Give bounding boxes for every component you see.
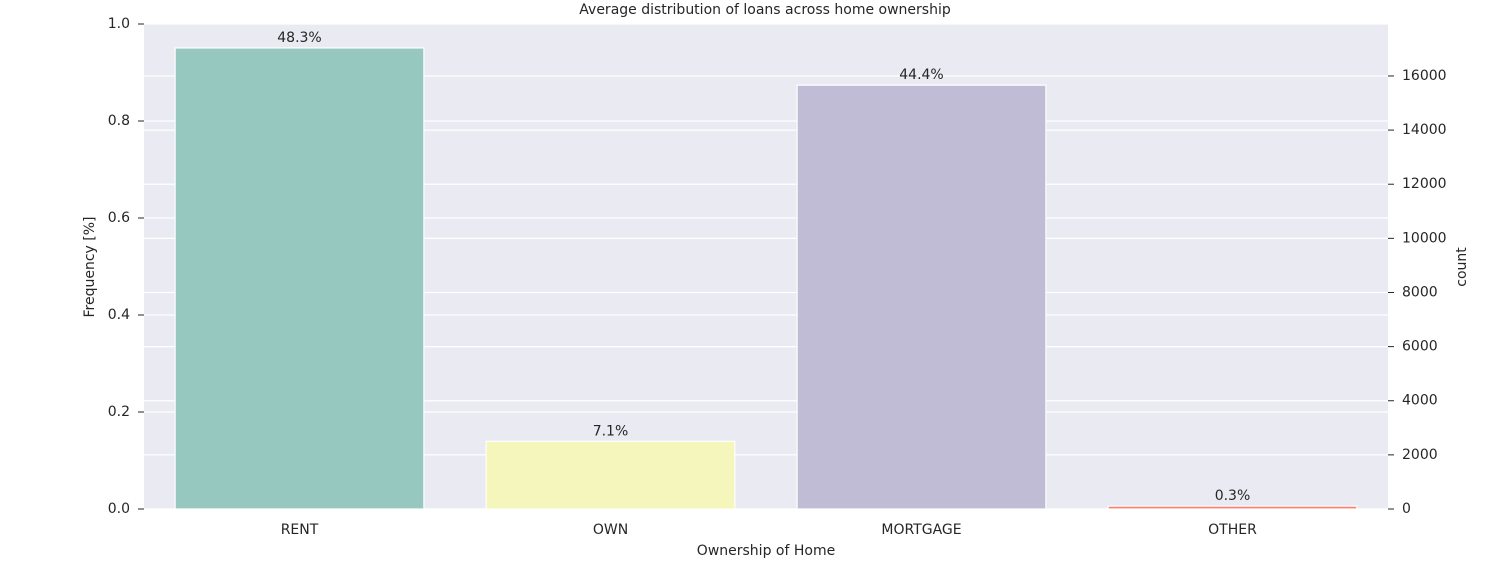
bar-annotation: 48.3% [277,30,321,46]
y2-axis-label: count [1454,247,1470,287]
y2-tick-label: 12000 [1402,176,1447,192]
x-tick-label: OTHER [1208,522,1257,538]
x-axis-label: Ownership of Home [697,543,835,559]
y-tick-label: 0.6 [108,210,130,226]
y-axis-label: Frequency [%] [82,216,98,317]
bar [174,47,425,510]
y2-tick-label: 0 [1402,501,1411,517]
x-tick-label: OWN [593,522,628,538]
y2-tick-label: 2000 [1402,447,1438,463]
bar-annotation: 0.3% [1215,488,1251,504]
bar [1107,505,1358,510]
bar-annotation: 44.4% [899,67,943,83]
y2-tick-label: 6000 [1402,339,1438,355]
y-tick-label: 0.8 [108,113,130,129]
y-tick-label: 0.2 [108,404,130,420]
bar [485,440,736,510]
x-tick-label: MORTGAGE [881,522,961,538]
y2-tick-label: 16000 [1402,68,1447,84]
bar [796,84,1047,510]
y2-tick-label: 10000 [1402,230,1447,246]
bar-annotation: 7.1% [593,423,629,439]
chart-title: Average distribution of loans across hom… [579,2,951,18]
y-tick-label: 1.0 [108,16,130,32]
y2-tick-label: 4000 [1402,393,1438,409]
y2-tick-label: 8000 [1402,284,1438,300]
y2-tick-label: 14000 [1402,122,1447,138]
y-tick-label: 0.4 [108,307,130,323]
x-tick-label: RENT [281,522,319,538]
y-tick-label: 0.0 [108,501,130,517]
